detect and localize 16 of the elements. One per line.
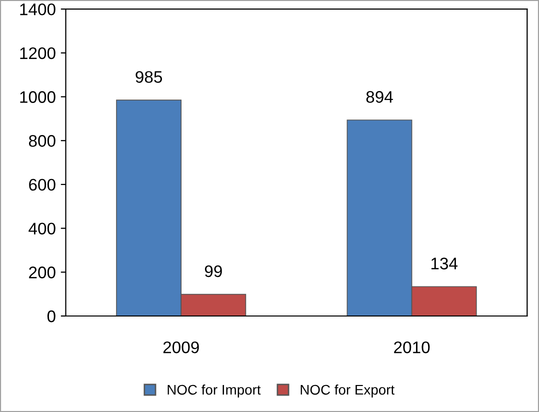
data-label: 894 (366, 91, 393, 103)
y-tick-label: 1000 (20, 91, 56, 103)
y-tick-label: 1400 (20, 3, 56, 16)
y-tick-label: 1200 (20, 47, 56, 60)
data-label: 985 (136, 71, 162, 83)
y-tick-label: 200 (29, 266, 56, 278)
y-tick-label: 600 (29, 178, 56, 191)
y-tick-label: 0 (47, 310, 56, 322)
legend-label: NOC for Import (168, 384, 261, 398)
y-tick-label: 400 (28, 222, 56, 235)
x-tick-label: 2009 (163, 341, 199, 354)
data-label: 134 (431, 258, 458, 270)
legend-label: NOC for Export (300, 384, 394, 398)
data-label: 99 (204, 265, 222, 278)
y-tick-label: 800 (28, 135, 56, 147)
x-tick-label: 2010 (394, 341, 430, 354)
